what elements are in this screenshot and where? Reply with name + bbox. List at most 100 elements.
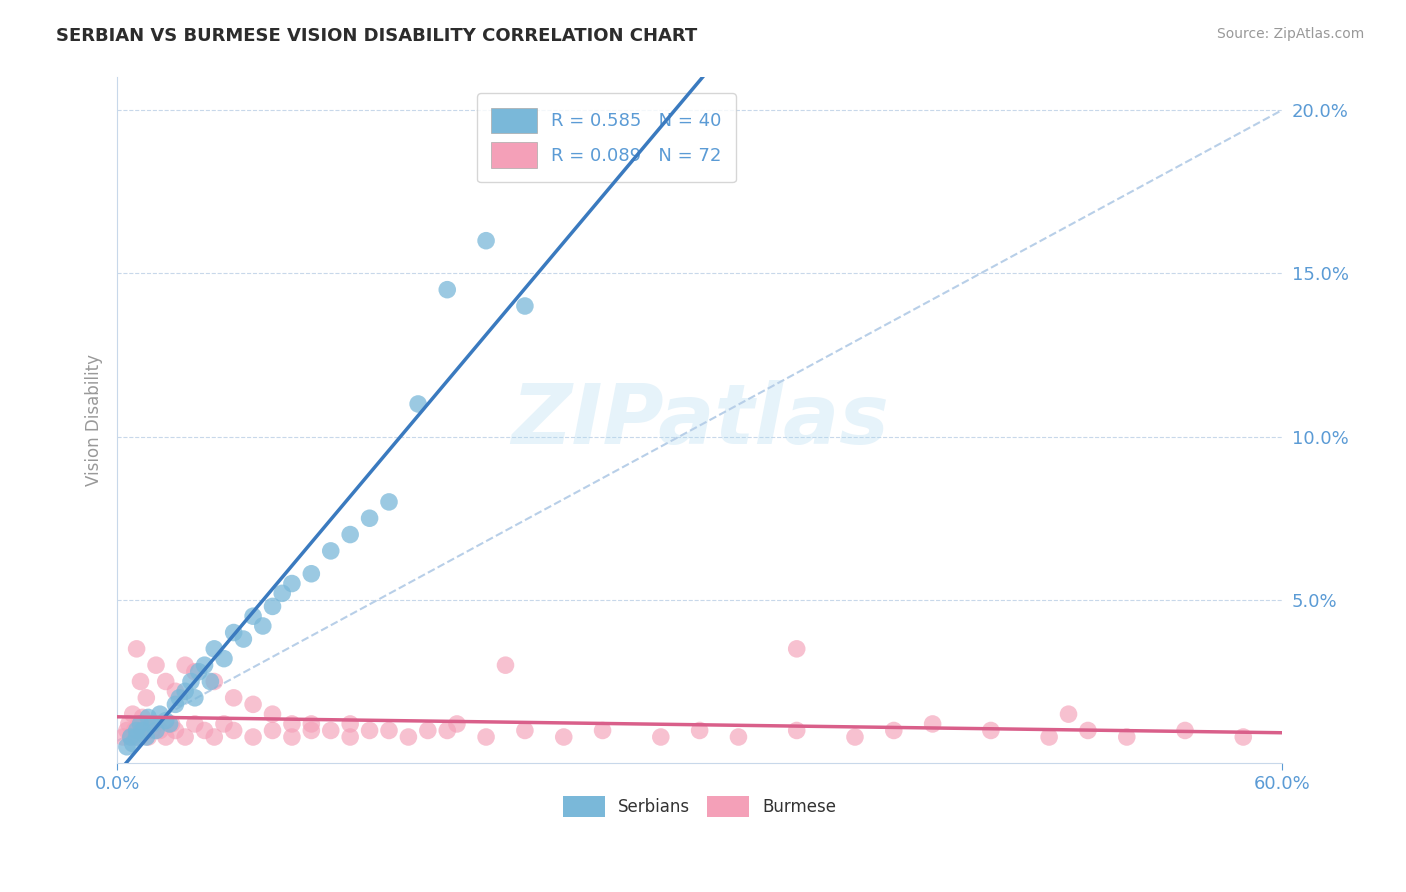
Point	[121, 737, 143, 751]
Point	[319, 723, 342, 738]
Point	[129, 674, 152, 689]
Point	[155, 674, 177, 689]
Point	[921, 717, 943, 731]
Point	[319, 544, 342, 558]
Point	[180, 674, 202, 689]
Point	[553, 730, 575, 744]
Point	[174, 730, 197, 744]
Point	[475, 234, 498, 248]
Point	[475, 730, 498, 744]
Point	[436, 723, 458, 738]
Point	[111, 730, 134, 744]
Point	[727, 730, 749, 744]
Point	[299, 566, 322, 581]
Point	[145, 723, 167, 738]
Text: SERBIAN VS BURMESE VISION DISABILITY CORRELATION CHART: SERBIAN VS BURMESE VISION DISABILITY COR…	[56, 27, 697, 45]
Point	[271, 586, 294, 600]
Point	[184, 717, 207, 731]
Point	[222, 690, 245, 705]
Point	[141, 723, 163, 738]
Point	[1115, 730, 1137, 744]
Point	[115, 723, 138, 738]
Point	[131, 710, 153, 724]
Point	[495, 658, 517, 673]
Point	[406, 397, 429, 411]
Point	[299, 717, 322, 731]
Point	[125, 730, 148, 744]
Point	[1232, 730, 1254, 744]
Legend: Serbians, Burmese: Serbians, Burmese	[557, 789, 842, 823]
Point	[339, 730, 361, 744]
Point	[165, 698, 187, 712]
Point	[786, 641, 808, 656]
Point	[1038, 730, 1060, 744]
Point	[339, 717, 361, 731]
Point	[136, 710, 159, 724]
Point	[184, 665, 207, 679]
Point	[131, 723, 153, 738]
Point	[416, 723, 439, 738]
Point	[125, 641, 148, 656]
Point	[378, 495, 401, 509]
Point	[155, 714, 177, 728]
Point	[222, 625, 245, 640]
Point	[174, 658, 197, 673]
Point	[222, 723, 245, 738]
Point	[165, 684, 187, 698]
Point	[120, 730, 142, 744]
Point	[242, 730, 264, 744]
Point	[242, 609, 264, 624]
Point	[359, 723, 381, 738]
Point	[689, 723, 711, 738]
Point	[1174, 723, 1197, 738]
Point	[513, 299, 536, 313]
Point	[202, 674, 225, 689]
Point	[1057, 707, 1080, 722]
Point	[187, 665, 209, 679]
Point	[446, 717, 468, 731]
Point	[252, 619, 274, 633]
Text: ZIPatlas: ZIPatlas	[510, 380, 889, 461]
Point	[184, 690, 207, 705]
Point	[650, 730, 672, 744]
Point	[129, 717, 152, 731]
Point	[980, 723, 1002, 738]
Point	[125, 723, 148, 738]
Point	[212, 717, 235, 731]
Point	[378, 723, 401, 738]
Point	[118, 717, 141, 731]
Point	[883, 723, 905, 738]
Point	[145, 717, 167, 731]
Point	[135, 717, 157, 731]
Point	[436, 283, 458, 297]
Point	[232, 632, 254, 646]
Point	[136, 730, 159, 744]
Point	[844, 730, 866, 744]
Point	[165, 723, 187, 738]
Point	[281, 717, 304, 731]
Point	[120, 730, 142, 744]
Point	[121, 707, 143, 722]
Point	[124, 723, 146, 738]
Point	[115, 739, 138, 754]
Point	[149, 723, 172, 738]
Point	[169, 690, 191, 705]
Point	[160, 717, 183, 731]
Point	[129, 723, 152, 738]
Point	[262, 723, 284, 738]
Point	[149, 707, 172, 722]
Point	[513, 723, 536, 738]
Y-axis label: Vision Disability: Vision Disability	[86, 354, 103, 486]
Point	[202, 730, 225, 744]
Point	[128, 717, 150, 731]
Text: Source: ZipAtlas.com: Source: ZipAtlas.com	[1216, 27, 1364, 41]
Point	[339, 527, 361, 541]
Point	[135, 690, 157, 705]
Point	[281, 730, 304, 744]
Point	[193, 723, 215, 738]
Point	[145, 658, 167, 673]
Point	[1077, 723, 1099, 738]
Point	[200, 674, 222, 689]
Point	[786, 723, 808, 738]
Point	[141, 717, 163, 731]
